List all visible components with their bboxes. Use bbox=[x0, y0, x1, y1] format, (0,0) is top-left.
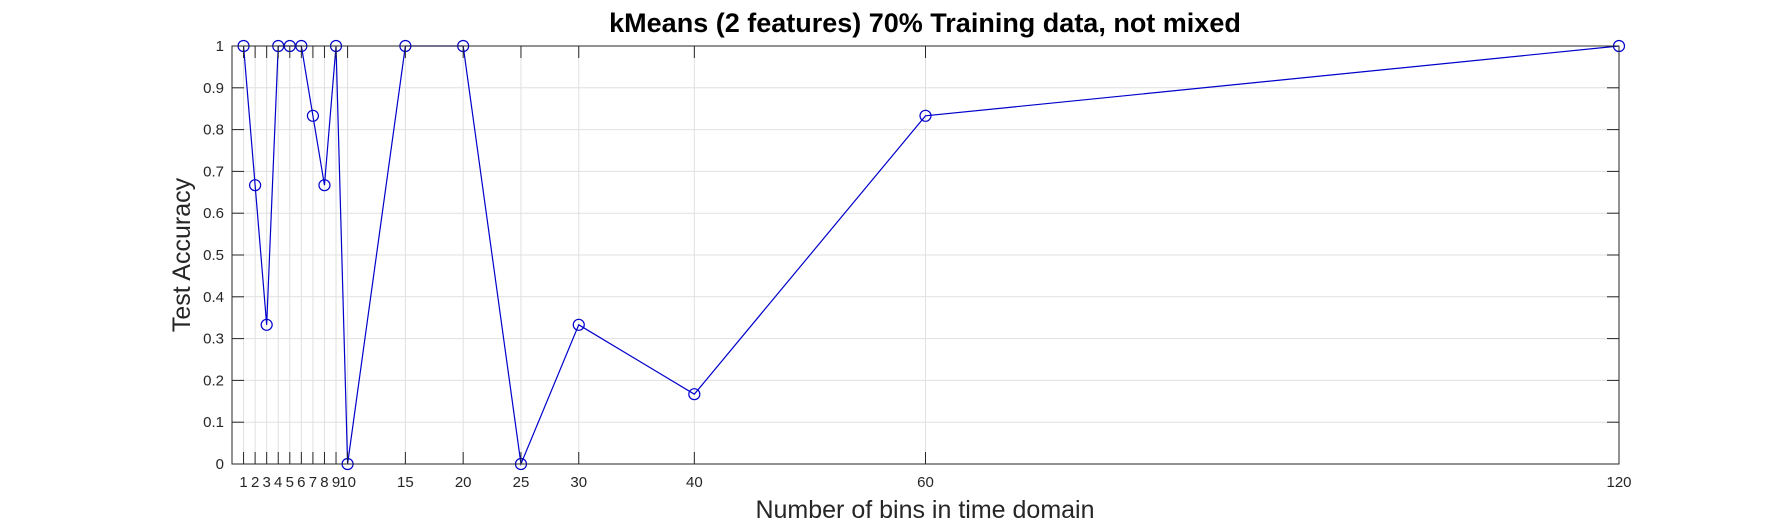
x-tick-label: 20 bbox=[455, 474, 472, 491]
x-tick-label: 9 bbox=[332, 474, 340, 491]
y-tick-label: 0.5 bbox=[203, 247, 224, 264]
data-point bbox=[572, 318, 585, 331]
x-tick-label: 120 bbox=[1606, 474, 1631, 491]
y-tick-label: 0.7 bbox=[203, 163, 224, 180]
chart-title: kMeans (2 features) 70% Training data, n… bbox=[609, 8, 1241, 38]
data-point bbox=[919, 109, 932, 122]
x-tick-label: 4 bbox=[274, 474, 282, 491]
y-tick-label: 1 bbox=[216, 38, 224, 55]
x-axis-label: Number of bins in time domain bbox=[755, 496, 1094, 524]
y-tick-label: 0.3 bbox=[203, 331, 224, 348]
x-tick-label: 2 bbox=[251, 474, 259, 491]
y-tick-label: 0.6 bbox=[203, 205, 224, 222]
data-point bbox=[688, 388, 701, 401]
x-tick-label: 5 bbox=[286, 474, 294, 491]
x-tick-label: 1 bbox=[239, 474, 247, 491]
x-tick-label: 8 bbox=[320, 474, 328, 491]
y-tick-label: 0.8 bbox=[203, 122, 224, 139]
x-tick-label: 7 bbox=[309, 474, 317, 491]
x-tick-label: 6 bbox=[297, 474, 305, 491]
x-tick-label: 10 bbox=[339, 474, 356, 491]
y-tick-label: 0 bbox=[216, 456, 224, 473]
y-tick-label: 0.2 bbox=[203, 372, 224, 389]
x-tick-label: 3 bbox=[263, 474, 271, 491]
data-point bbox=[306, 109, 320, 122]
x-tick-label: 25 bbox=[513, 474, 530, 491]
x-tick-label: 15 bbox=[397, 474, 414, 491]
y-tick-label: 0.4 bbox=[203, 289, 224, 306]
y-tick-label: 0.1 bbox=[203, 414, 224, 431]
x-tick-label: 30 bbox=[570, 474, 587, 491]
x-tick-label: 60 bbox=[917, 474, 934, 491]
ticks-layer: 1 2 3 4 5 6 7 8 9 10 15 20 25 30 40 60 12000.10.20.30.40… bbox=[203, 38, 1631, 491]
x-tick-label: 40 bbox=[686, 474, 703, 491]
data-point bbox=[260, 318, 273, 331]
data-point bbox=[318, 179, 331, 192]
y-tick-label: 0.9 bbox=[203, 80, 224, 97]
y-axis-label: Test Accuracy bbox=[168, 177, 196, 332]
data-point bbox=[249, 179, 262, 192]
